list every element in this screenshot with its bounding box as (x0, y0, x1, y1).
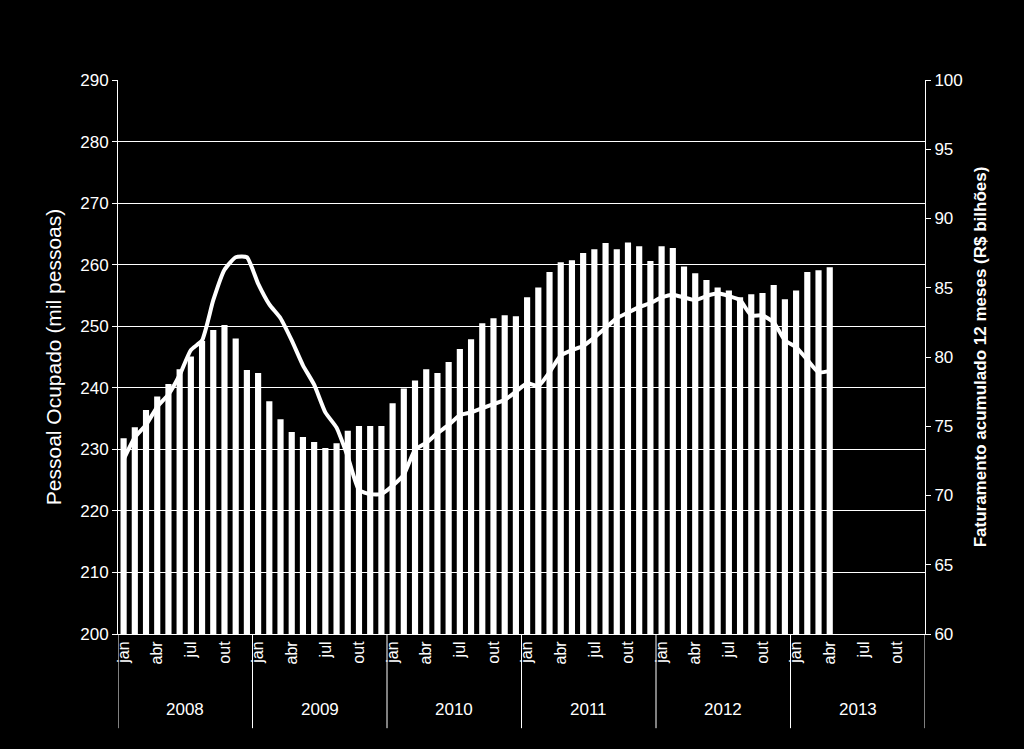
svg-text:out: out (888, 641, 905, 664)
svg-text:abr: abr (821, 641, 838, 665)
svg-text:2011: 2011 (570, 700, 607, 719)
svg-text:jan: jan (115, 641, 132, 663)
svg-text:jan: jan (384, 641, 401, 663)
svg-text:2009: 2009 (301, 700, 339, 719)
svg-text:60: 60 (934, 625, 953, 644)
svg-text:95: 95 (934, 140, 953, 159)
svg-text:jul: jul (317, 641, 334, 658)
svg-text:jan: jan (653, 641, 670, 663)
svg-text:Faturamento acumulado 12 meses: Faturamento acumulado 12 meses (R$ bilhõ… (971, 167, 990, 548)
svg-text:out: out (619, 641, 636, 664)
svg-text:abr: abr (283, 641, 300, 665)
svg-text:280: 280 (80, 133, 108, 152)
svg-text:80: 80 (934, 348, 953, 367)
svg-text:70: 70 (934, 486, 953, 505)
svg-text:100: 100 (934, 71, 962, 90)
svg-text:2010: 2010 (435, 700, 473, 719)
svg-text:250: 250 (80, 317, 108, 336)
svg-text:jul: jul (451, 641, 468, 658)
svg-text:210: 210 (80, 563, 108, 582)
svg-text:jul: jul (720, 641, 737, 658)
svg-text:240: 240 (80, 379, 108, 398)
svg-text:jan: jan (249, 641, 266, 663)
svg-text:2012: 2012 (704, 700, 742, 719)
svg-text:out: out (485, 641, 502, 664)
svg-text:270: 270 (80, 194, 108, 213)
svg-text:200: 200 (80, 625, 108, 644)
svg-text:220: 220 (80, 502, 108, 521)
svg-text:out: out (350, 641, 367, 664)
svg-text:2013: 2013 (839, 700, 877, 719)
svg-text:290: 290 (80, 71, 108, 90)
svg-text:Pessoal Ocupado (mil pessoas): Pessoal Ocupado (mil pessoas) (42, 209, 65, 505)
svg-text:260: 260 (80, 256, 108, 275)
svg-text:jan: jan (518, 641, 535, 663)
svg-text:75: 75 (934, 417, 953, 436)
svg-text:230: 230 (80, 440, 108, 459)
svg-text:abr: abr (417, 641, 434, 665)
svg-text:out: out (754, 641, 771, 664)
svg-text:abr: abr (552, 641, 569, 665)
svg-text:90: 90 (934, 209, 953, 228)
svg-text:out: out (216, 641, 233, 664)
svg-text:65: 65 (934, 556, 953, 575)
svg-text:jul: jul (855, 641, 872, 658)
svg-text:jan: jan (787, 641, 804, 663)
svg-text:85: 85 (934, 279, 953, 298)
svg-text:2008: 2008 (166, 700, 204, 719)
svg-text:abr: abr (148, 641, 165, 665)
svg-text:jul: jul (586, 641, 603, 658)
svg-text:jul: jul (182, 641, 199, 658)
svg-text:abr: abr (686, 641, 703, 665)
